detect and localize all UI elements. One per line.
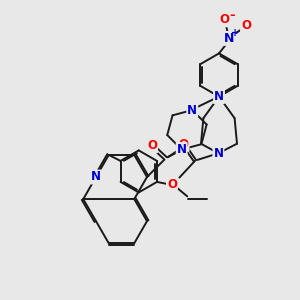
Text: N: N bbox=[177, 143, 187, 156]
Text: O: O bbox=[178, 138, 189, 151]
Text: O: O bbox=[241, 19, 251, 32]
Text: N: N bbox=[224, 32, 235, 45]
Text: N: N bbox=[213, 147, 224, 160]
Text: -: - bbox=[229, 9, 234, 22]
Text: N: N bbox=[187, 103, 197, 117]
Text: O: O bbox=[219, 13, 229, 26]
Text: N: N bbox=[91, 170, 101, 184]
Text: +: + bbox=[231, 28, 239, 38]
Text: O: O bbox=[147, 139, 157, 152]
Text: N: N bbox=[214, 90, 224, 103]
Text: O: O bbox=[167, 178, 177, 191]
